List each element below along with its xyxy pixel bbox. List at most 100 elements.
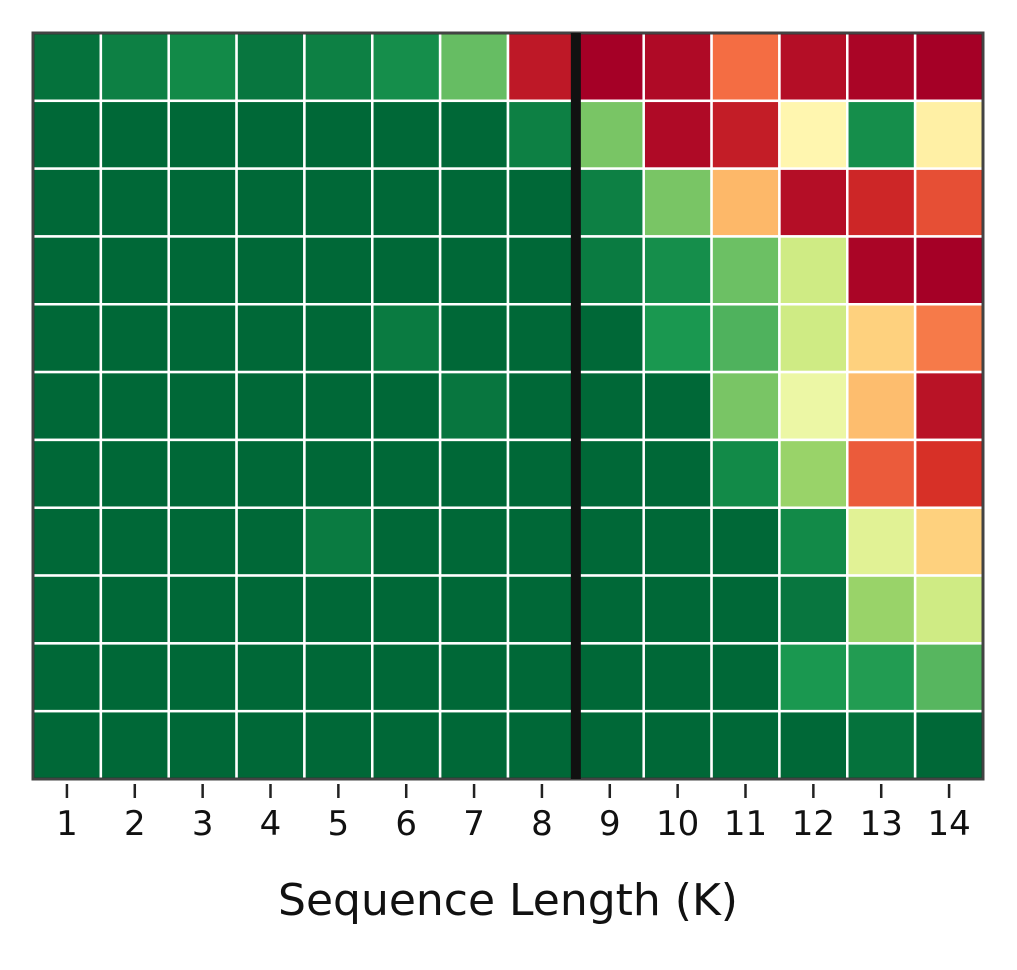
heatmap-cell xyxy=(31,235,103,306)
x-tick-label: 5 xyxy=(328,804,350,844)
heatmap-cell xyxy=(31,303,103,374)
heatmap-cell xyxy=(642,31,713,103)
heatmap-cell xyxy=(642,506,713,577)
heatmap-cell xyxy=(438,438,510,509)
heatmap-cell xyxy=(371,235,442,306)
heatmap-cell xyxy=(99,506,170,577)
heatmap-cell xyxy=(913,438,985,509)
heatmap-cell xyxy=(167,574,238,645)
heatmap-cell xyxy=(506,506,578,577)
heatmap-cell xyxy=(913,303,985,374)
heatmap-cell xyxy=(778,709,849,781)
heatmap-cell xyxy=(778,574,849,645)
heatmap-cell xyxy=(438,642,510,713)
heatmap-cell xyxy=(506,31,578,103)
heatmap-cell xyxy=(167,506,238,577)
heatmap-cell xyxy=(642,574,713,645)
heatmap-cell xyxy=(913,506,985,577)
heatmap-cell xyxy=(235,99,306,170)
heatmap-cell xyxy=(31,574,103,645)
heatmap-cell xyxy=(371,709,442,781)
heatmap-cell xyxy=(506,235,578,306)
heatmap-cell xyxy=(167,370,238,442)
heatmap-cell xyxy=(710,370,781,442)
heatmap-cell xyxy=(778,167,849,238)
heatmap-cell xyxy=(99,642,170,713)
heatmap-cell xyxy=(303,235,374,306)
x-tick-label: 1 xyxy=(56,804,78,844)
x-tick-label: 10 xyxy=(656,804,699,844)
heatmap-cell xyxy=(438,506,510,577)
heatmap-cell xyxy=(99,370,170,442)
heatmap-cell xyxy=(438,709,510,781)
heatmap-cell xyxy=(710,99,781,170)
heatmap-cell xyxy=(574,303,645,374)
heatmap-cell xyxy=(710,642,781,713)
heatmap-cell xyxy=(574,235,645,306)
heatmap-cell xyxy=(846,574,917,645)
x-tick-label: 12 xyxy=(792,804,835,844)
x-tick-label: 2 xyxy=(124,804,146,844)
heatmap-cell xyxy=(167,31,238,103)
heatmap-cell xyxy=(574,370,645,442)
heatmap-cell xyxy=(235,506,306,577)
x-tick-label: 9 xyxy=(599,804,621,844)
heatmap-cell xyxy=(303,31,374,103)
heatmap-cell xyxy=(235,303,306,374)
heatmap-cell xyxy=(235,167,306,238)
heatmap-cell xyxy=(31,31,103,103)
heatmap-cell xyxy=(913,99,985,170)
heatmap-cell xyxy=(167,303,238,374)
heatmap-cell xyxy=(574,99,645,170)
heatmap-cell xyxy=(574,709,645,781)
heatmap-cell xyxy=(710,303,781,374)
x-tick-label: 6 xyxy=(395,804,417,844)
heatmap-cell xyxy=(506,709,578,781)
heatmap-cell xyxy=(99,31,170,103)
x-tick-label: 14 xyxy=(927,804,970,844)
heatmap-cell xyxy=(710,31,781,103)
heatmap-cell xyxy=(506,642,578,713)
heatmap-cell xyxy=(99,574,170,645)
heatmap-cell xyxy=(99,167,170,238)
heatmap-cell xyxy=(846,438,917,509)
heatmap-cell xyxy=(303,438,374,509)
heatmap-cell xyxy=(642,167,713,238)
heatmap-cell xyxy=(574,642,645,713)
heatmap-cell xyxy=(642,709,713,781)
heatmap-cell xyxy=(235,370,306,442)
heatmap-cell xyxy=(913,642,985,713)
heatmap-cell xyxy=(913,574,985,645)
heatmap-cell xyxy=(846,370,917,442)
heatmap-cell xyxy=(31,167,103,238)
heatmap-cell xyxy=(99,99,170,170)
heatmap-cell xyxy=(506,438,578,509)
heatmap-cell xyxy=(710,235,781,306)
heatmap-cell xyxy=(913,167,985,238)
heatmap-cell xyxy=(913,370,985,442)
heatmap-cell xyxy=(778,235,849,306)
heatmap-cell xyxy=(642,438,713,509)
heatmap-cell xyxy=(913,235,985,306)
heatmap-cell xyxy=(846,235,917,306)
heatmap-cell xyxy=(438,370,510,442)
heatmap-cell xyxy=(846,31,917,103)
heatmap-cell xyxy=(31,438,103,509)
heatmap-cell xyxy=(99,438,170,509)
heatmap-cell xyxy=(371,642,442,713)
heatmap-cell xyxy=(31,642,103,713)
heatmap-cell xyxy=(574,506,645,577)
heatmap-cell xyxy=(235,31,306,103)
heatmap-cell xyxy=(846,709,917,781)
x-tick-label: 13 xyxy=(860,804,903,844)
heatmap-cell xyxy=(235,235,306,306)
heatmap-cell xyxy=(574,574,645,645)
heatmap-cell xyxy=(371,574,442,645)
heatmap-cell xyxy=(371,438,442,509)
heatmap-cell xyxy=(710,506,781,577)
heatmap-cell xyxy=(438,574,510,645)
x-tick-label: 3 xyxy=(192,804,214,844)
heatmap-cell xyxy=(506,167,578,238)
heatmap-cell xyxy=(846,99,917,170)
heatmap-cell xyxy=(371,370,442,442)
